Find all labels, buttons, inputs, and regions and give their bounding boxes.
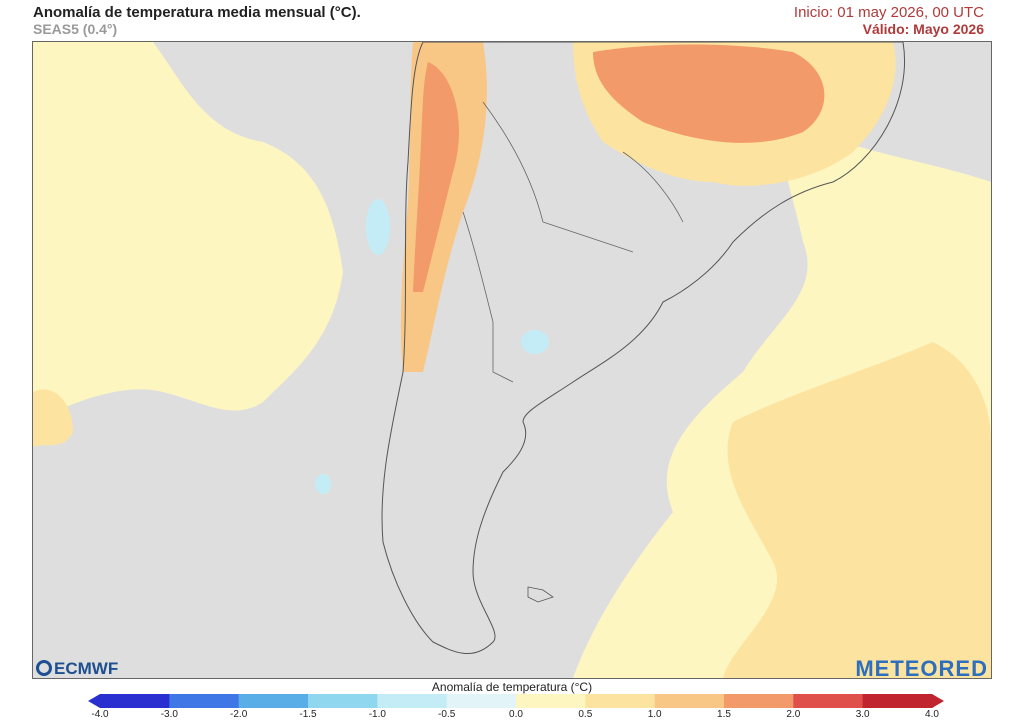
meteored-logo: METEORED — [855, 656, 988, 681]
init-date: Inicio: 01 may 2026, 00 UTC — [793, 4, 984, 21]
ecmwf-icon — [36, 660, 52, 676]
colorbar-segment — [862, 694, 933, 708]
south-america-land — [381, 42, 905, 655]
cool-patch — [366, 199, 390, 255]
map-title: Anomalía de temperatura media mensual (°… — [33, 4, 361, 21]
colorbar-tick-label: 2.0 — [786, 709, 801, 720]
colorbar-tick-label: -1.5 — [299, 709, 317, 720]
colorbar-tick-label: -0.5 — [438, 709, 456, 720]
colorbar-segment — [724, 694, 794, 708]
ecmwf-logo: ECMWF — [36, 659, 118, 679]
cool-patch — [315, 474, 331, 494]
colorbar — [88, 694, 944, 708]
colorbar-tick-label: -2.0 — [230, 709, 248, 720]
brazil-hot-region — [593, 44, 825, 143]
colorbar-tick-label: 1.0 — [647, 709, 662, 720]
colorbar-segment — [169, 694, 240, 708]
colorbar-tick-label: -3.0 — [160, 709, 178, 720]
atlantic-warmer-region — [723, 342, 991, 678]
colorbar-segment — [100, 694, 170, 708]
colorbar-segment — [238, 694, 309, 708]
country-border — [462, 101, 684, 383]
anomaly-map — [32, 41, 992, 679]
colorbar-right-arrow — [932, 694, 944, 708]
pacific-warm-region — [33, 42, 343, 422]
model-subtitle: SEAS5 (0.4°) — [33, 21, 118, 37]
colorbar-segment — [793, 694, 864, 708]
falkland-islands — [527, 586, 554, 603]
colorbar-tick-label: 0.0 — [509, 709, 523, 720]
colorbar-tick-label: 0.5 — [578, 709, 593, 720]
pacific-warm-patch — [33, 389, 73, 447]
colorbar-segment — [308, 694, 378, 708]
colorbar-left-arrow — [88, 694, 100, 708]
colorbar-segment — [654, 694, 725, 708]
colorbar-title: Anomalía de temperatura (°C) — [431, 680, 593, 694]
andes-hot-strip — [413, 62, 459, 292]
valid-date: Válido: Mayo 2026 — [862, 21, 984, 37]
colorbar-tick-label: 4.0 — [925, 709, 939, 720]
cool-patch — [521, 330, 549, 354]
colorbar-ticks: -4.0 -3.0 -2.0 -1.5 -1.0 -0.5 0.0 0.5 1.0 1.5 2.0 3… — [0, 709, 1024, 721]
colorbar-tick-label: 3.0 — [855, 709, 870, 720]
colorbar-tick-label: -4.0 — [91, 709, 109, 720]
colorbar-segment — [516, 694, 586, 708]
colorbar-segment — [377, 694, 448, 708]
colorbar-segment — [446, 694, 517, 708]
colorbar-segment — [585, 694, 656, 708]
colorbar-tick-label: -1.0 — [368, 709, 386, 720]
colorbar-tick-label: 1.5 — [717, 709, 731, 720]
